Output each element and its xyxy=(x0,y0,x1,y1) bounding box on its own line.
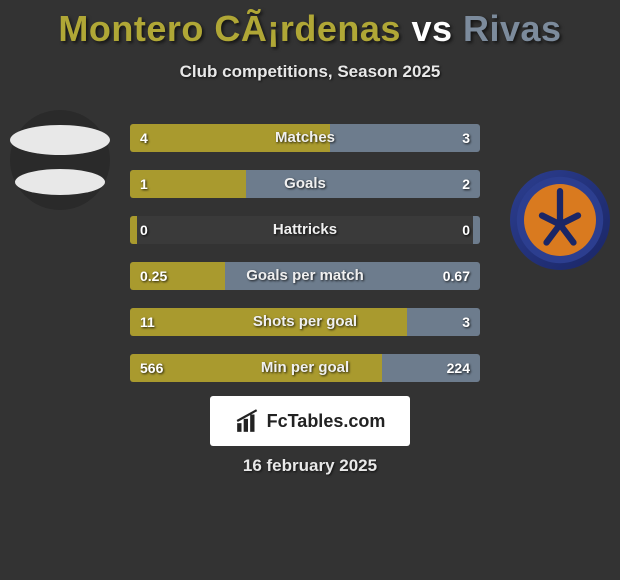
player2-avatar xyxy=(510,170,610,270)
fctables-logo: FcTables.com xyxy=(210,396,410,446)
avatar-placeholder-shape xyxy=(15,169,105,195)
club-crest-icon xyxy=(515,175,605,265)
stat-bar-row: 0.250.67Goals per match xyxy=(130,262,480,290)
comparison-bars: 43Matches 12Goals 00Hattricks 0.250.67Goals… xyxy=(130,124,480,400)
stat-bar-row: 00Hattricks xyxy=(130,216,480,244)
player1-name: Montero CÃ¡rdenas xyxy=(58,8,401,49)
bar-label: Matches xyxy=(130,124,480,152)
chart-icon xyxy=(235,408,261,434)
bar-label: Goals per match xyxy=(130,262,480,290)
stat-bar-row: 113Shots per goal xyxy=(130,308,480,336)
brand-text: FcTables.com xyxy=(267,411,386,432)
bar-label: Shots per goal xyxy=(130,308,480,336)
player2-name: Rivas xyxy=(463,8,562,49)
player1-avatar xyxy=(10,110,110,210)
bar-label: Min per goal xyxy=(130,354,480,382)
avatar-placeholder-shape xyxy=(10,125,110,155)
bar-label: Goals xyxy=(130,170,480,198)
comparison-title: Montero CÃ¡rdenas vs Rivas xyxy=(0,0,620,50)
stat-bar-row: 12Goals xyxy=(130,170,480,198)
subtitle: Club competitions, Season 2025 xyxy=(0,62,620,82)
vs-text: vs xyxy=(411,8,452,49)
stat-bar-row: 43Matches xyxy=(130,124,480,152)
bar-label: Hattricks xyxy=(130,216,480,244)
stat-bar-row: 566224Min per goal xyxy=(130,354,480,382)
date-text: 16 february 2025 xyxy=(0,456,620,476)
